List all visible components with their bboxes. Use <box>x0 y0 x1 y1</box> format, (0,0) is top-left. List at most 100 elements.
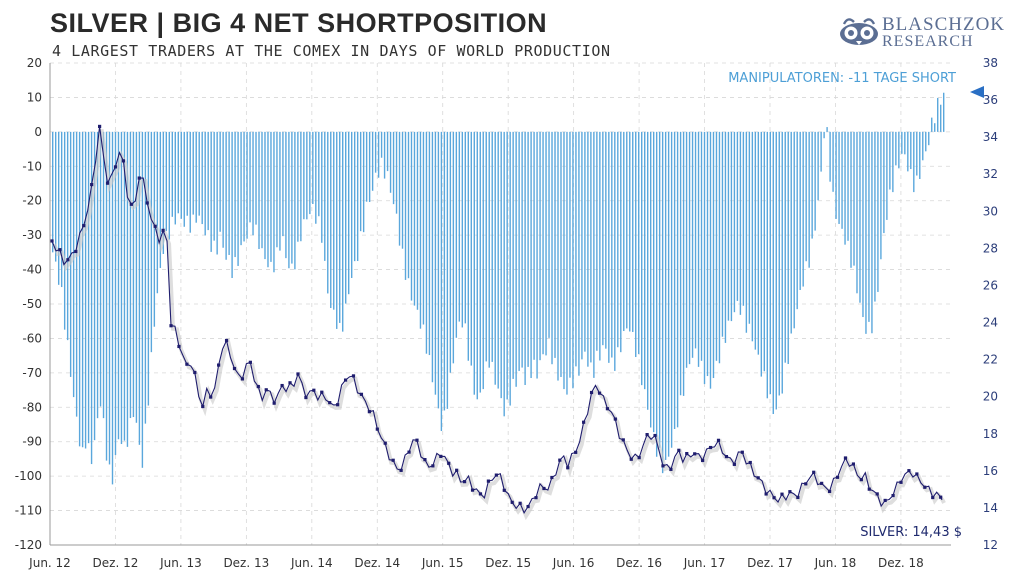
bar <box>814 131 816 231</box>
silver-point <box>224 338 229 343</box>
bar <box>395 131 398 214</box>
bar <box>476 131 478 400</box>
bar <box>407 131 410 279</box>
silver-point <box>629 457 633 461</box>
bar <box>267 131 269 268</box>
bar <box>282 131 284 237</box>
bar <box>443 131 446 411</box>
bar <box>778 131 780 396</box>
bar <box>78 131 81 447</box>
bar <box>66 131 69 341</box>
silver-point <box>455 468 459 472</box>
bar <box>554 131 556 358</box>
bar <box>177 131 179 214</box>
bar <box>174 131 176 225</box>
bar <box>760 131 763 377</box>
bar <box>796 131 798 310</box>
x-tick-label: Jun. 16 <box>552 556 595 570</box>
bar <box>413 131 416 306</box>
silver-point <box>137 176 141 180</box>
silver-point <box>177 344 181 349</box>
bar <box>324 131 326 261</box>
bar <box>847 131 849 241</box>
bar <box>697 131 700 367</box>
silver-point <box>193 370 197 375</box>
bar <box>910 131 912 170</box>
bar <box>228 131 230 255</box>
bar <box>183 131 185 227</box>
bar <box>943 92 945 132</box>
bar <box>883 131 885 234</box>
bar <box>383 131 386 179</box>
silver-point <box>328 401 332 405</box>
y-left-tick-label: -10 <box>22 159 42 173</box>
bar <box>75 131 78 417</box>
silver-point <box>343 378 348 382</box>
bar <box>473 131 475 395</box>
bar <box>667 131 670 457</box>
logo-line1: BLASCHZOK <box>882 14 1006 35</box>
y-left-tick-label: -20 <box>22 194 42 208</box>
bar <box>685 131 688 368</box>
silver-point <box>534 496 538 500</box>
silver-point <box>431 464 435 468</box>
bar <box>368 131 371 203</box>
bar <box>57 131 60 285</box>
bar <box>844 131 846 245</box>
bar <box>189 131 191 233</box>
bar <box>715 131 718 361</box>
bar <box>464 131 467 324</box>
bar <box>584 131 586 352</box>
silver-point <box>685 451 689 456</box>
silver-point <box>835 475 840 479</box>
bar <box>599 131 601 361</box>
silver-point <box>296 372 300 376</box>
bar <box>608 131 610 363</box>
y-left-tick-label: -120 <box>15 538 42 552</box>
bar <box>180 131 182 219</box>
silver-point <box>693 452 697 456</box>
silver-point <box>716 438 721 442</box>
bar <box>605 131 607 349</box>
bar <box>102 131 105 419</box>
bar <box>503 131 505 417</box>
bar <box>673 131 676 430</box>
bar <box>362 131 365 233</box>
price-annotation: SILVER: 14,43 $ <box>860 525 962 540</box>
silver-point <box>851 462 855 466</box>
silver-point <box>701 458 705 463</box>
silver-point <box>796 495 800 500</box>
bar <box>156 131 159 294</box>
bar <box>237 131 239 266</box>
y-left-tick-label: 10 <box>27 90 42 104</box>
x-tick-label: Jun. 15 <box>421 556 464 570</box>
bar <box>754 131 757 350</box>
silver-point <box>923 485 927 489</box>
bar <box>446 131 449 409</box>
bar <box>345 131 347 304</box>
silver-point <box>240 377 245 381</box>
bar <box>99 131 102 407</box>
bar <box>647 131 649 410</box>
silver-point <box>724 454 729 459</box>
silver-point <box>732 462 736 466</box>
bar <box>617 131 619 348</box>
silver-point <box>645 433 649 437</box>
owl-logo-icon <box>840 18 878 45</box>
chart-subtitle: 4 LARGEST TRADERS AT THE COMEX IN DAYS O… <box>52 42 611 60</box>
bar <box>84 131 87 449</box>
silver-point <box>256 384 260 389</box>
bar <box>96 131 99 419</box>
bar <box>862 131 864 318</box>
y-right-tick-label: 18 <box>983 427 998 441</box>
y-right-tick-label: 14 <box>983 501 998 515</box>
bar <box>557 131 559 381</box>
bar <box>270 131 272 262</box>
bar <box>688 131 691 365</box>
bar <box>572 131 574 389</box>
bar <box>428 131 431 356</box>
silver-point <box>867 487 871 491</box>
bar <box>135 131 138 423</box>
silver-point <box>391 458 395 462</box>
